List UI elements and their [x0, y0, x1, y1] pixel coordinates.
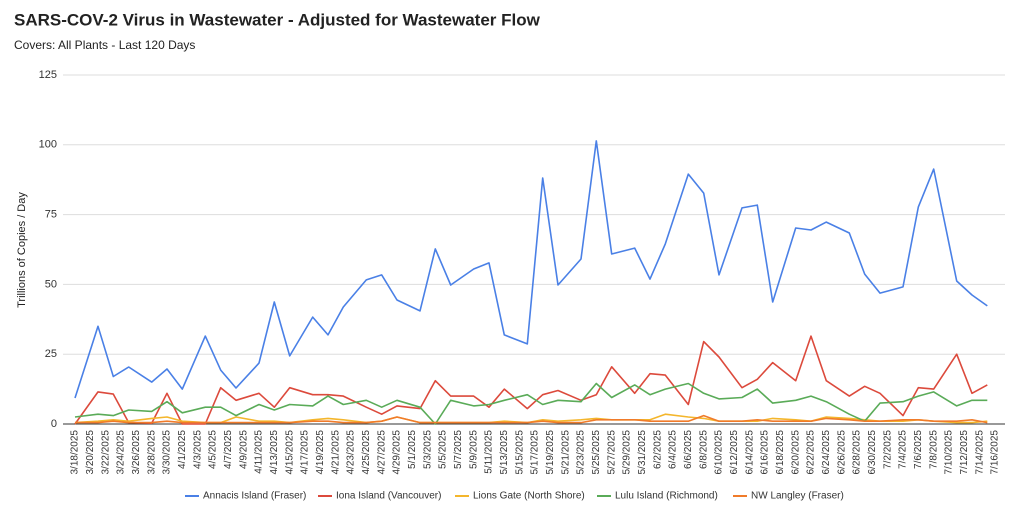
- x-tick-label: 4/25/2025: [361, 430, 372, 475]
- x-tick-label: 5/17/2025: [530, 430, 541, 475]
- x-tick-label: 4/21/2025: [330, 430, 341, 475]
- x-tick-label: 4/5/2025: [208, 430, 219, 469]
- x-tick-label: 7/12/2025: [959, 430, 970, 475]
- x-tick-label: 6/26/2025: [836, 430, 847, 475]
- x-tick-label: 6/4/2025: [668, 430, 679, 469]
- x-tick-label: 3/18/2025: [70, 430, 81, 475]
- x-tick-label: 5/9/2025: [468, 430, 479, 469]
- legend-label: Lions Gate (North Shore): [473, 491, 585, 502]
- x-tick-label: 6/10/2025: [714, 430, 725, 475]
- chart-title: SARS-COV-2 Virus in Wastewater - Adjuste…: [14, 10, 541, 29]
- series-line: [74, 382, 988, 425]
- series-line: [74, 335, 988, 425]
- x-tick-label: 4/27/2025: [376, 430, 387, 475]
- series-line: [74, 140, 988, 399]
- x-tick-label: 4/1/2025: [177, 430, 188, 469]
- x-tick-label: 4/15/2025: [284, 430, 295, 475]
- x-tick-label: 5/25/2025: [591, 430, 602, 475]
- y-tick-label: 0: [51, 418, 57, 430]
- x-tick-label: 5/3/2025: [422, 430, 433, 469]
- x-tick-label: 6/20/2025: [790, 430, 801, 475]
- x-tick-label: 6/30/2025: [867, 430, 878, 475]
- x-tick-label: 7/10/2025: [944, 430, 955, 475]
- x-tick-label: 6/6/2025: [683, 430, 694, 469]
- legend-label: Annacis Island (Fraser): [203, 491, 306, 502]
- x-tick-label: 5/11/2025: [484, 430, 495, 474]
- x-tick-label: 6/8/2025: [698, 430, 709, 469]
- x-tick-label: 7/16/2025: [990, 430, 1001, 475]
- x-tick-label: 4/11/2025: [254, 430, 265, 474]
- y-tick-label: 25: [45, 348, 57, 360]
- x-tick-label: 5/19/2025: [545, 430, 556, 475]
- x-tick-label: 5/15/2025: [514, 430, 525, 475]
- x-tick-label: 6/28/2025: [852, 430, 863, 475]
- x-tick-label: 4/17/2025: [300, 430, 311, 475]
- y-tick-label: 75: [45, 209, 57, 221]
- x-tick-label: 5/1/2025: [407, 430, 418, 469]
- x-tick-label: 3/20/2025: [85, 430, 96, 475]
- x-tick-label: 4/3/2025: [192, 430, 203, 469]
- x-tick-label: 4/7/2025: [223, 430, 234, 469]
- series-line: [75, 414, 988, 424]
- x-tick-label: 5/27/2025: [606, 430, 617, 475]
- x-tick-label: 6/16/2025: [760, 430, 771, 475]
- x-tick-label: 5/21/2025: [560, 430, 571, 475]
- x-tick-label: 6/2/2025: [652, 430, 663, 469]
- x-tick-label: 4/23/2025: [346, 430, 357, 475]
- x-tick-label: 3/30/2025: [162, 430, 173, 475]
- x-tick-label: 6/18/2025: [775, 430, 786, 475]
- x-tick-label: 5/29/2025: [622, 430, 633, 475]
- x-tick-label: 7/4/2025: [898, 430, 909, 469]
- x-tick-label: 5/31/2025: [637, 430, 648, 475]
- x-tick-label: 5/7/2025: [453, 430, 464, 469]
- x-tick-label: 6/22/2025: [806, 430, 817, 475]
- x-tick-label: 3/28/2025: [146, 430, 157, 475]
- legend-label: Lulu Island (Richmond): [615, 491, 718, 502]
- y-tick-label: 100: [39, 139, 57, 151]
- x-tick-label: 4/13/2025: [269, 430, 280, 475]
- x-tick-label: 7/2/2025: [882, 430, 893, 469]
- y-axis-label: Trillions of Copies / Day: [16, 192, 28, 308]
- x-tick-label: 6/24/2025: [821, 430, 832, 475]
- x-tick-label: 5/5/2025: [438, 430, 449, 469]
- legend-label: Iona Island (Vancouver): [336, 491, 441, 502]
- y-tick-label: 125: [39, 69, 57, 81]
- x-tick-label: 4/19/2025: [315, 430, 326, 475]
- x-tick-label: 4/29/2025: [392, 430, 403, 475]
- legend-label: NW Langley (Fraser): [751, 491, 844, 502]
- x-tick-label: 7/8/2025: [928, 430, 939, 469]
- x-tick-label: 6/14/2025: [744, 430, 755, 475]
- chart-subtitle: Covers: All Plants - Last 120 Days: [14, 38, 195, 52]
- x-tick-label: 3/24/2025: [116, 430, 127, 475]
- x-tick-label: 7/14/2025: [974, 430, 985, 475]
- x-tick-label: 4/9/2025: [238, 430, 249, 469]
- x-tick-label: 3/22/2025: [100, 430, 111, 475]
- x-tick-label: 7/6/2025: [913, 430, 924, 469]
- x-tick-label: 6/12/2025: [729, 430, 740, 475]
- x-tick-label: 5/13/2025: [499, 430, 510, 475]
- y-tick-label: 50: [45, 278, 57, 290]
- x-tick-label: 3/26/2025: [131, 430, 142, 475]
- x-tick-label: 5/23/2025: [576, 430, 587, 475]
